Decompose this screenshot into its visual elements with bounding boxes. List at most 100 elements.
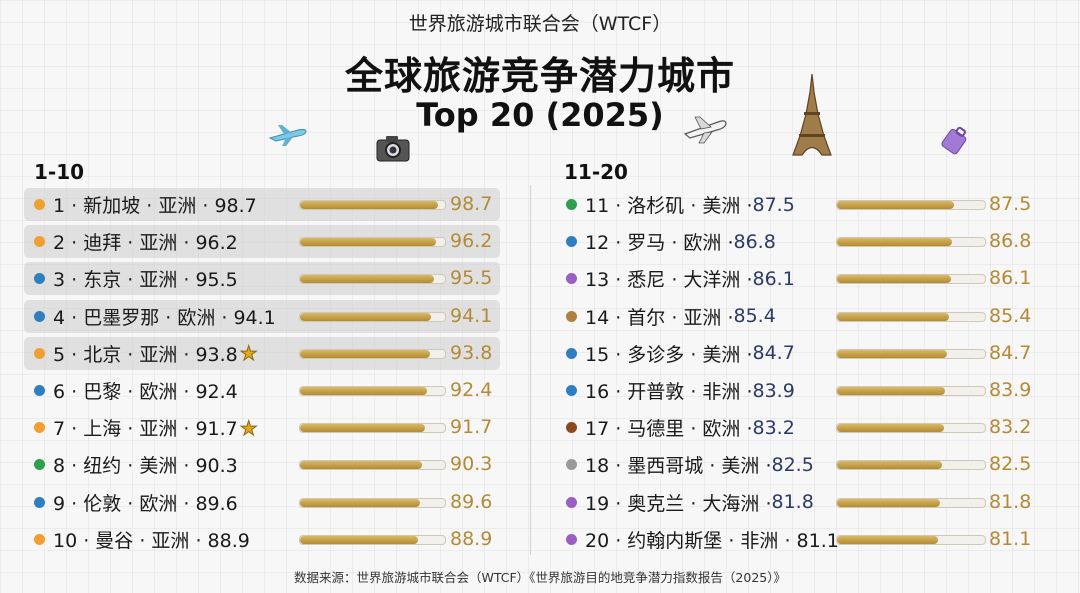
region-dot bbox=[34, 310, 45, 322]
camera-icon bbox=[376, 136, 410, 162]
data-label: 98.7 bbox=[450, 193, 493, 215]
bar-track bbox=[299, 497, 446, 508]
region-dot bbox=[566, 422, 577, 434]
data-label: 81.1 bbox=[989, 527, 1032, 550]
bar-track bbox=[299, 460, 446, 471]
table-row: 19 · 奥克兰 · 大海洲 · 81.8 bbox=[556, 486, 1032, 519]
table-row: 6 · 巴黎 · 欧洲 · 92.4 bbox=[24, 374, 500, 407]
data-label: 89.6 bbox=[450, 490, 493, 513]
data-label: 93.8 bbox=[450, 341, 493, 364]
city-label: 13 · 悉尼 · 大洋洲 · bbox=[585, 269, 753, 292]
bar bbox=[300, 275, 435, 284]
city-label: 12 · 罗马 · 欧洲 · bbox=[585, 232, 734, 255]
bar-track bbox=[299, 274, 446, 285]
bar bbox=[300, 349, 431, 358]
city-label: 19 · 奥克兰 · 大海洲 · bbox=[585, 492, 772, 515]
bar bbox=[300, 387, 427, 395]
region-dot bbox=[566, 273, 577, 285]
region-dot bbox=[566, 533, 577, 545]
data-label: 83.2 bbox=[989, 416, 1032, 439]
table-row: 11 · 洛杉矶 · 美洲 · 87.5 bbox=[556, 188, 1032, 221]
bar bbox=[300, 201, 438, 209]
bar-track bbox=[836, 460, 986, 471]
table-row: 10 · 曼谷 · 亚洲 · 88.9 bbox=[24, 523, 500, 556]
region-dot bbox=[34, 533, 45, 545]
region-dot bbox=[34, 273, 45, 285]
city-label: 5 · 北京 · 亚洲 · 93.8 bbox=[53, 343, 238, 366]
bar bbox=[837, 201, 955, 209]
table-row: 8 · 纽约 · 美洲 · 90.3 bbox=[24, 448, 500, 481]
bar bbox=[837, 387, 946, 395]
city-label: 16 · 开普敦 · 非洲 · bbox=[585, 381, 753, 403]
table-row: 12 · 罗马 · 欧洲 · 86.8 bbox=[556, 225, 1032, 258]
eiffel-tower-icon bbox=[792, 74, 832, 156]
section-title-1-10: 1-10 bbox=[34, 160, 85, 184]
table-row: 17 · 马德里 · 欧洲 · 83.2 bbox=[556, 411, 1032, 444]
bar-track bbox=[299, 200, 446, 210]
region-dot bbox=[34, 236, 45, 248]
region-dot bbox=[566, 385, 577, 396]
city-label: 20 · 约翰内斯堡 · 非洲 · 81.1 bbox=[585, 529, 839, 552]
page-subtitle: Top 20 (2025) bbox=[416, 96, 664, 134]
table-row: 15 · 多诊多 · 美洲 · 84.7 bbox=[556, 337, 1032, 370]
region-dot bbox=[566, 347, 577, 359]
region-dot bbox=[34, 199, 45, 210]
region-dot bbox=[34, 385, 45, 396]
airplane-icon bbox=[683, 116, 727, 144]
score-label: 83.2 bbox=[752, 416, 795, 439]
org-title: 世界旅游城市联合会（WTCF） bbox=[408, 13, 672, 35]
city-label: 10 · 曼谷 · 亚洲 · 88.9 bbox=[53, 529, 250, 552]
bar bbox=[837, 461, 942, 470]
table-row: 13 · 悉尼 · 大洋洲 · 86.1 bbox=[556, 262, 1032, 295]
bar bbox=[837, 312, 949, 321]
data-label: 88.9 bbox=[450, 527, 493, 550]
bar-track bbox=[836, 274, 986, 285]
data-label: 86.8 bbox=[989, 230, 1032, 253]
table-row: 20 · 约翰内斯堡 · 非洲 · 81.1 bbox=[556, 523, 1032, 556]
bar bbox=[300, 238, 436, 247]
region-dot bbox=[566, 199, 577, 210]
city-label: 3 · 东京 · 亚洲 · 95.5 bbox=[53, 269, 238, 292]
star-icon: ★ bbox=[239, 341, 258, 366]
city-label: 9 · 伦敦 · 欧洲 · 89.6 bbox=[53, 492, 238, 515]
bar-track bbox=[299, 534, 446, 545]
region-dot bbox=[34, 496, 45, 508]
data-label: 94.1 bbox=[450, 304, 493, 327]
bar-track bbox=[836, 348, 986, 359]
bar bbox=[837, 349, 948, 358]
page-title: 全球旅游竞争潜力城市 bbox=[344, 54, 735, 98]
table-row: 7 · 上海 · 亚洲 · 91.7 ★ bbox=[24, 411, 500, 444]
bar-track bbox=[836, 237, 986, 248]
bar-track bbox=[836, 386, 986, 396]
city-label: 11 · 洛杉矶 · 美洲 · bbox=[585, 195, 753, 217]
city-label: 7 · 上海 · 亚洲 · 91.7 bbox=[53, 418, 238, 441]
data-label: 92.4 bbox=[450, 379, 493, 401]
bar-track bbox=[836, 534, 986, 545]
bar bbox=[300, 312, 431, 321]
bar-track bbox=[836, 200, 986, 210]
data-label: 95.5 bbox=[450, 267, 493, 290]
data-label: 91.7 bbox=[450, 416, 493, 439]
city-label: 15 · 多诊多 · 美洲 · bbox=[585, 343, 753, 366]
bar bbox=[837, 535, 939, 544]
data-label: 86.1 bbox=[989, 267, 1032, 290]
table-row: 4 · 巴墨罗那 · 欧洲 · 94.1 bbox=[24, 299, 500, 333]
bar bbox=[300, 535, 419, 544]
data-label: 84.7 bbox=[989, 341, 1032, 364]
bar-track bbox=[299, 348, 446, 359]
bar bbox=[837, 424, 944, 433]
data-label: 83.9 bbox=[989, 379, 1032, 401]
score-label: 81.8 bbox=[771, 491, 814, 514]
bar-track bbox=[836, 497, 986, 508]
table-row: 16 · 开普敦 · 非洲 · 83.9 bbox=[556, 374, 1032, 407]
bar-track bbox=[299, 237, 446, 248]
bar bbox=[300, 461, 422, 470]
data-label: 96.2 bbox=[450, 230, 493, 253]
score-label: 87.5 bbox=[752, 193, 795, 216]
score-label: 83.9 bbox=[752, 379, 795, 402]
data-label: 85.4 bbox=[989, 304, 1032, 327]
bar bbox=[837, 238, 953, 247]
score-label: 82.5 bbox=[771, 453, 814, 476]
source-footnote: 数据来源：世界旅游城市联合会（WTCF）《世界旅游目的地竞争潜力指数报告（202… bbox=[294, 570, 786, 585]
city-label: 14 · 首尔 · 亚洲 · bbox=[585, 306, 734, 329]
